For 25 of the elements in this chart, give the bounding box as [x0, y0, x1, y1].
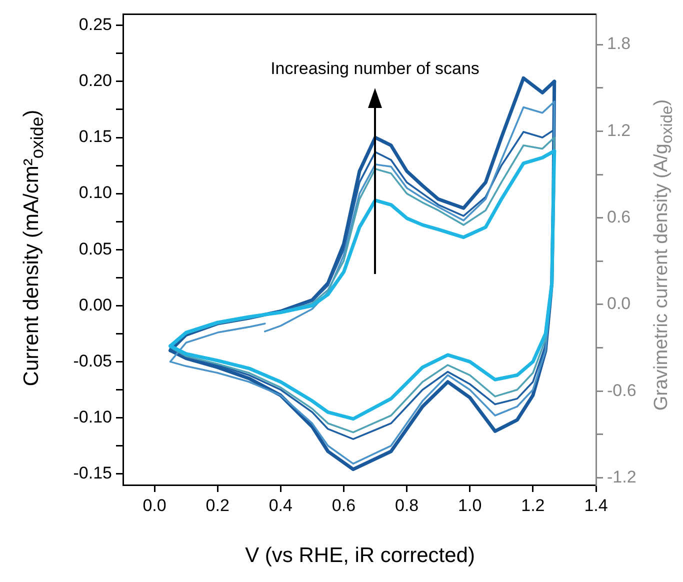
y-tick-label: -0.10	[73, 407, 112, 426]
y2-tick-label: 1.2	[607, 120, 631, 140]
x-tick-label: 0.4	[268, 496, 292, 515]
y-tick-label: -0.05	[73, 351, 112, 370]
y2-tick-label: 1.8	[607, 34, 631, 54]
annotation: Increasing number of scans	[270, 59, 480, 79]
x-tick-label: 0.8	[394, 496, 419, 515]
y-tick-label: 0.00	[78, 295, 112, 314]
y2-tick-label: 0.0	[607, 294, 631, 314]
x-tick-label: 0.2	[206, 496, 230, 515]
x-tick-label: 1.0	[458, 496, 482, 515]
y-tick-label: 0.15	[78, 127, 112, 146]
y-tick-label: 0.20	[78, 71, 112, 90]
x-tick-label: 0.6	[332, 496, 356, 515]
x-axis-title: V (vs RHE, iR corrected)	[245, 544, 475, 568]
x-tick-label: 0.0	[142, 496, 166, 515]
y-tick-label: 0.05	[78, 239, 112, 258]
y2-tick-label: 0.6	[607, 208, 631, 227]
y2-tick-label: -0.6	[607, 380, 636, 400]
x-tick-label: 1.2	[521, 496, 545, 515]
y-tick-label: 0.10	[78, 183, 112, 202]
y-tick-label: -0.15	[73, 463, 112, 482]
y2-tick-label: -1.2	[607, 467, 636, 486]
x-tick-label: 1.4	[584, 496, 608, 515]
y-tick-label: 0.25	[78, 15, 112, 34]
